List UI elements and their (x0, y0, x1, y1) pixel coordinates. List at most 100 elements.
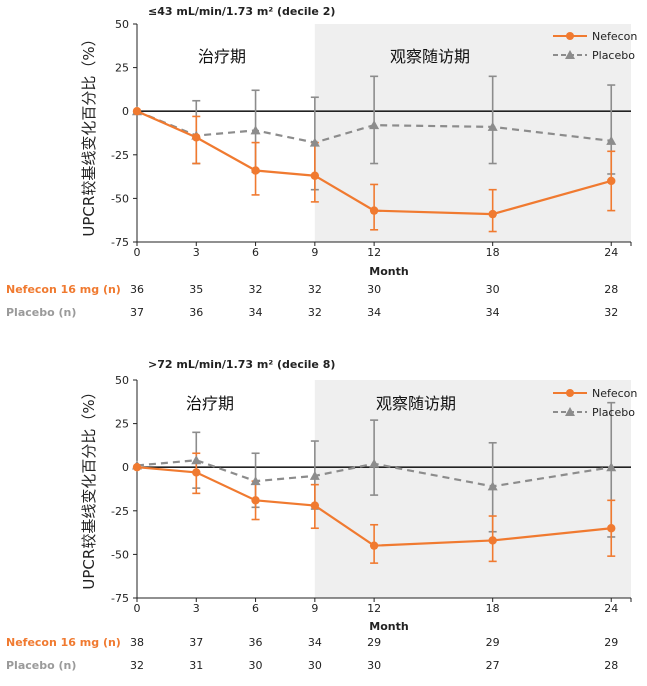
risk-table-value: 32 (604, 306, 618, 319)
y-tick-label: -50 (111, 548, 129, 561)
x-axis-label: Month (369, 265, 408, 278)
risk-table-label: Nefecon 16 mg (n) (6, 283, 121, 296)
legend-marker-nefecon (566, 389, 574, 397)
x-tick-label: 24 (604, 246, 618, 259)
chart-title: >72 mL/min/1.73 m² (decile 8) (148, 358, 335, 371)
data-point-nefecon (369, 541, 379, 550)
legend: Nefecon Placebo (553, 387, 637, 419)
risk-table-value: 31 (189, 659, 203, 672)
y-tick-label: -75 (111, 236, 129, 249)
y-tick-label: 0 (122, 461, 129, 474)
chart-title: ≤43 mL/min/1.73 m² (decile 2) (148, 5, 335, 18)
y-tick-label: 50 (115, 18, 129, 31)
risk-table-value: 27 (486, 659, 500, 672)
data-point-placebo (606, 462, 617, 472)
data-point-nefecon (607, 524, 616, 533)
x-tick-label: 9 (311, 246, 318, 259)
data-point-placebo (369, 120, 380, 130)
risk-table-value: 29 (367, 636, 381, 649)
x-tick-label: 24 (604, 602, 618, 615)
y-tick-label: 25 (115, 62, 129, 75)
legend-marker-nefecon (566, 32, 574, 40)
x-tick-label: 0 (134, 246, 141, 259)
risk-table-value: 32 (249, 283, 263, 296)
data-point-nefecon (369, 206, 379, 215)
data-point-placebo (487, 481, 498, 491)
risk-table-label: Placebo (n) (6, 306, 76, 319)
data-point-nefecon (310, 171, 320, 180)
data-point-placebo (309, 137, 320, 147)
x-tick-label: 9 (311, 602, 318, 615)
x-tick-label: 6 (252, 246, 259, 259)
y-axis-label: UPCR较基线变化百分比（%） (80, 384, 98, 589)
risk-table-value: 36 (130, 283, 144, 296)
data-point-nefecon (132, 463, 142, 472)
legend-marker-placebo (565, 407, 575, 416)
x-tick-label: 18 (486, 246, 500, 259)
risk-table-label: Nefecon 16 mg (n) (6, 636, 121, 649)
risk-table-value: 32 (308, 306, 322, 319)
data-point-placebo (250, 125, 261, 135)
risk-table-value: 30 (486, 283, 500, 296)
legend-label: Nefecon (592, 387, 637, 400)
risk-table-value: 28 (604, 283, 618, 296)
data-point-placebo (309, 470, 320, 480)
data-point-nefecon (192, 468, 201, 477)
data-point-nefecon (132, 107, 142, 116)
y-tick-label: 25 (115, 418, 129, 431)
risk-table-value: 34 (249, 306, 263, 319)
y-axis-label: UPCR较基线变化百分比（%） (80, 31, 98, 236)
legend-label: Nefecon (592, 30, 637, 43)
x-axis-label: Month (369, 620, 408, 633)
risk-table-value: 29 (604, 636, 618, 649)
x-tick-label: 6 (252, 602, 259, 615)
risk-table-label: Placebo (n) (6, 659, 76, 672)
risk-table-value: 30 (367, 659, 381, 672)
phase-label-treatment: 治疗期 (198, 47, 246, 66)
x-tick-label: 12 (367, 246, 381, 259)
x-tick-label: 0 (134, 602, 141, 615)
data-point-nefecon (192, 133, 201, 142)
x-tick-label: 3 (193, 246, 200, 259)
risk-table-value: 32 (130, 659, 144, 672)
chart-panel-2: >72 mL/min/1.73 m² (decile 8) 50 25 0 -25 -50… (6, 358, 637, 672)
risk-table-value: 28 (604, 659, 618, 672)
data-point-nefecon (251, 166, 260, 175)
x-tick-label: 12 (367, 602, 381, 615)
phase-label-follow-up: 观察随访期 (390, 47, 470, 66)
risk-table-value: 30 (249, 659, 263, 672)
y-tick-label: 50 (115, 374, 129, 387)
phase-label-follow-up: 观察随访期 (376, 394, 456, 413)
data-point-nefecon (310, 501, 320, 510)
y-tick-label: -50 (111, 192, 129, 205)
risk-table-value: 37 (189, 636, 203, 649)
risk-table-value: 38 (130, 636, 144, 649)
risk-table-value: 32 (308, 283, 322, 296)
legend: Nefecon Placebo (553, 30, 637, 62)
legend-label: Placebo (592, 406, 635, 419)
y-tick-label: -75 (111, 592, 129, 605)
observation-period-shading (314, 24, 631, 242)
phase-label-treatment: 治疗期 (186, 394, 234, 413)
risk-table-value: 34 (308, 636, 322, 649)
risk-table-value: 34 (367, 306, 381, 319)
data-point-placebo (369, 458, 380, 468)
data-point-nefecon (488, 209, 497, 219)
risk-table-value: 34 (486, 306, 500, 319)
data-point-placebo (606, 135, 617, 145)
risk-table-value: 36 (249, 636, 263, 649)
chart-panel-1: ≤43 mL/min/1.73 m² (decile 2) 50 25 0 -25 -50… (6, 5, 637, 319)
y-tick-label: -25 (111, 149, 129, 162)
legend-label: Placebo (592, 49, 635, 62)
data-point-nefecon (251, 496, 260, 505)
data-point-placebo (191, 455, 202, 465)
risk-table-value: 29 (486, 636, 500, 649)
x-tick-label: 18 (486, 602, 500, 615)
legend-marker-placebo (565, 50, 575, 59)
data-point-nefecon (607, 176, 616, 186)
risk-table-value: 30 (367, 283, 381, 296)
x-tick-label: 3 (193, 602, 200, 615)
risk-table-value: 35 (189, 283, 203, 296)
observation-period-shading (314, 380, 631, 598)
